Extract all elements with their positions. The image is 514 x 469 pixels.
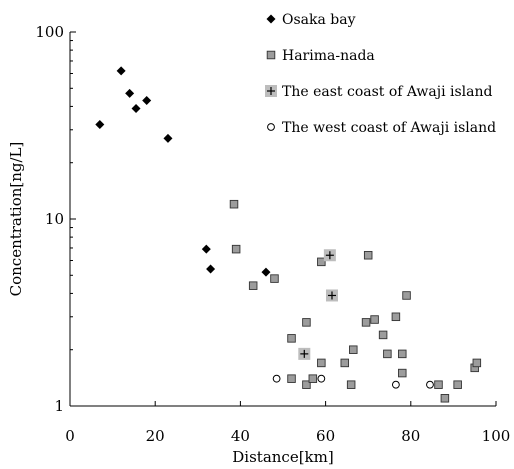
x-axis-label: Distance[km] bbox=[232, 448, 333, 466]
data-point bbox=[402, 291, 411, 300]
data-point bbox=[349, 345, 358, 354]
data-point bbox=[206, 264, 216, 274]
data-points bbox=[95, 66, 482, 403]
data-point bbox=[323, 249, 336, 262]
data-point bbox=[363, 250, 373, 260]
data-point bbox=[270, 274, 279, 283]
legend-marker bbox=[266, 50, 276, 60]
data-point bbox=[453, 380, 462, 389]
x-tick-label: 100 bbox=[482, 427, 511, 445]
x-ticks: 0 20 40 60 80 100 bbox=[65, 401, 510, 445]
y-tick-label: 10 bbox=[45, 210, 64, 228]
legend-marker bbox=[265, 85, 277, 97]
x-tick-label: 60 bbox=[316, 427, 335, 445]
data-point bbox=[398, 349, 407, 359]
data-point bbox=[272, 374, 281, 383]
data-point bbox=[201, 244, 211, 254]
y-ticks: 1 10 100 bbox=[35, 23, 76, 415]
data-point bbox=[472, 358, 482, 368]
data-point bbox=[125, 88, 135, 98]
legend-label: The east coast of Awaji island bbox=[282, 84, 493, 100]
data-point bbox=[370, 315, 379, 324]
data-point bbox=[231, 244, 241, 254]
data-point bbox=[298, 347, 311, 360]
data-point bbox=[361, 318, 371, 327]
data-point bbox=[378, 330, 388, 340]
data-point bbox=[426, 380, 434, 389]
data-point bbox=[302, 380, 311, 389]
data-point bbox=[248, 281, 258, 290]
y-tick-label: 100 bbox=[35, 23, 64, 41]
data-point bbox=[398, 368, 407, 378]
legend-label: The west coast of Awaji island bbox=[282, 120, 496, 136]
data-point bbox=[325, 289, 338, 302]
data-point bbox=[317, 374, 326, 383]
legend-marker bbox=[266, 14, 276, 24]
y-axis-label: Concentration[ng/L] bbox=[7, 142, 25, 297]
data-point bbox=[317, 257, 326, 267]
data-point bbox=[142, 96, 152, 106]
x-tick-label: 20 bbox=[146, 427, 165, 445]
data-point bbox=[440, 394, 450, 403]
x-tick-label: 0 bbox=[65, 427, 75, 445]
data-point bbox=[317, 358, 326, 368]
legend-label: Harima-nada bbox=[282, 48, 375, 64]
data-point bbox=[163, 133, 173, 143]
data-point bbox=[340, 358, 350, 368]
data-point bbox=[391, 312, 401, 322]
data-point bbox=[346, 380, 356, 389]
x-tick-label: 40 bbox=[231, 427, 250, 445]
data-point bbox=[116, 66, 126, 76]
data-point bbox=[261, 267, 271, 277]
data-point bbox=[95, 120, 105, 130]
data-point bbox=[287, 334, 296, 343]
data-point bbox=[302, 318, 311, 327]
data-point bbox=[391, 380, 400, 389]
y-tick-label: 1 bbox=[54, 397, 64, 415]
legend-label: Osaka bay bbox=[282, 12, 356, 28]
data-point bbox=[383, 349, 392, 359]
legend-marker bbox=[267, 123, 275, 131]
data-point bbox=[131, 103, 141, 113]
legend: Osaka bay Harima-nada The east coast of Aw… bbox=[265, 12, 496, 136]
data-point bbox=[308, 374, 318, 383]
data-point bbox=[434, 380, 443, 389]
data-point bbox=[287, 374, 296, 383]
x-tick-label: 80 bbox=[401, 427, 420, 445]
data-point bbox=[229, 199, 239, 209]
